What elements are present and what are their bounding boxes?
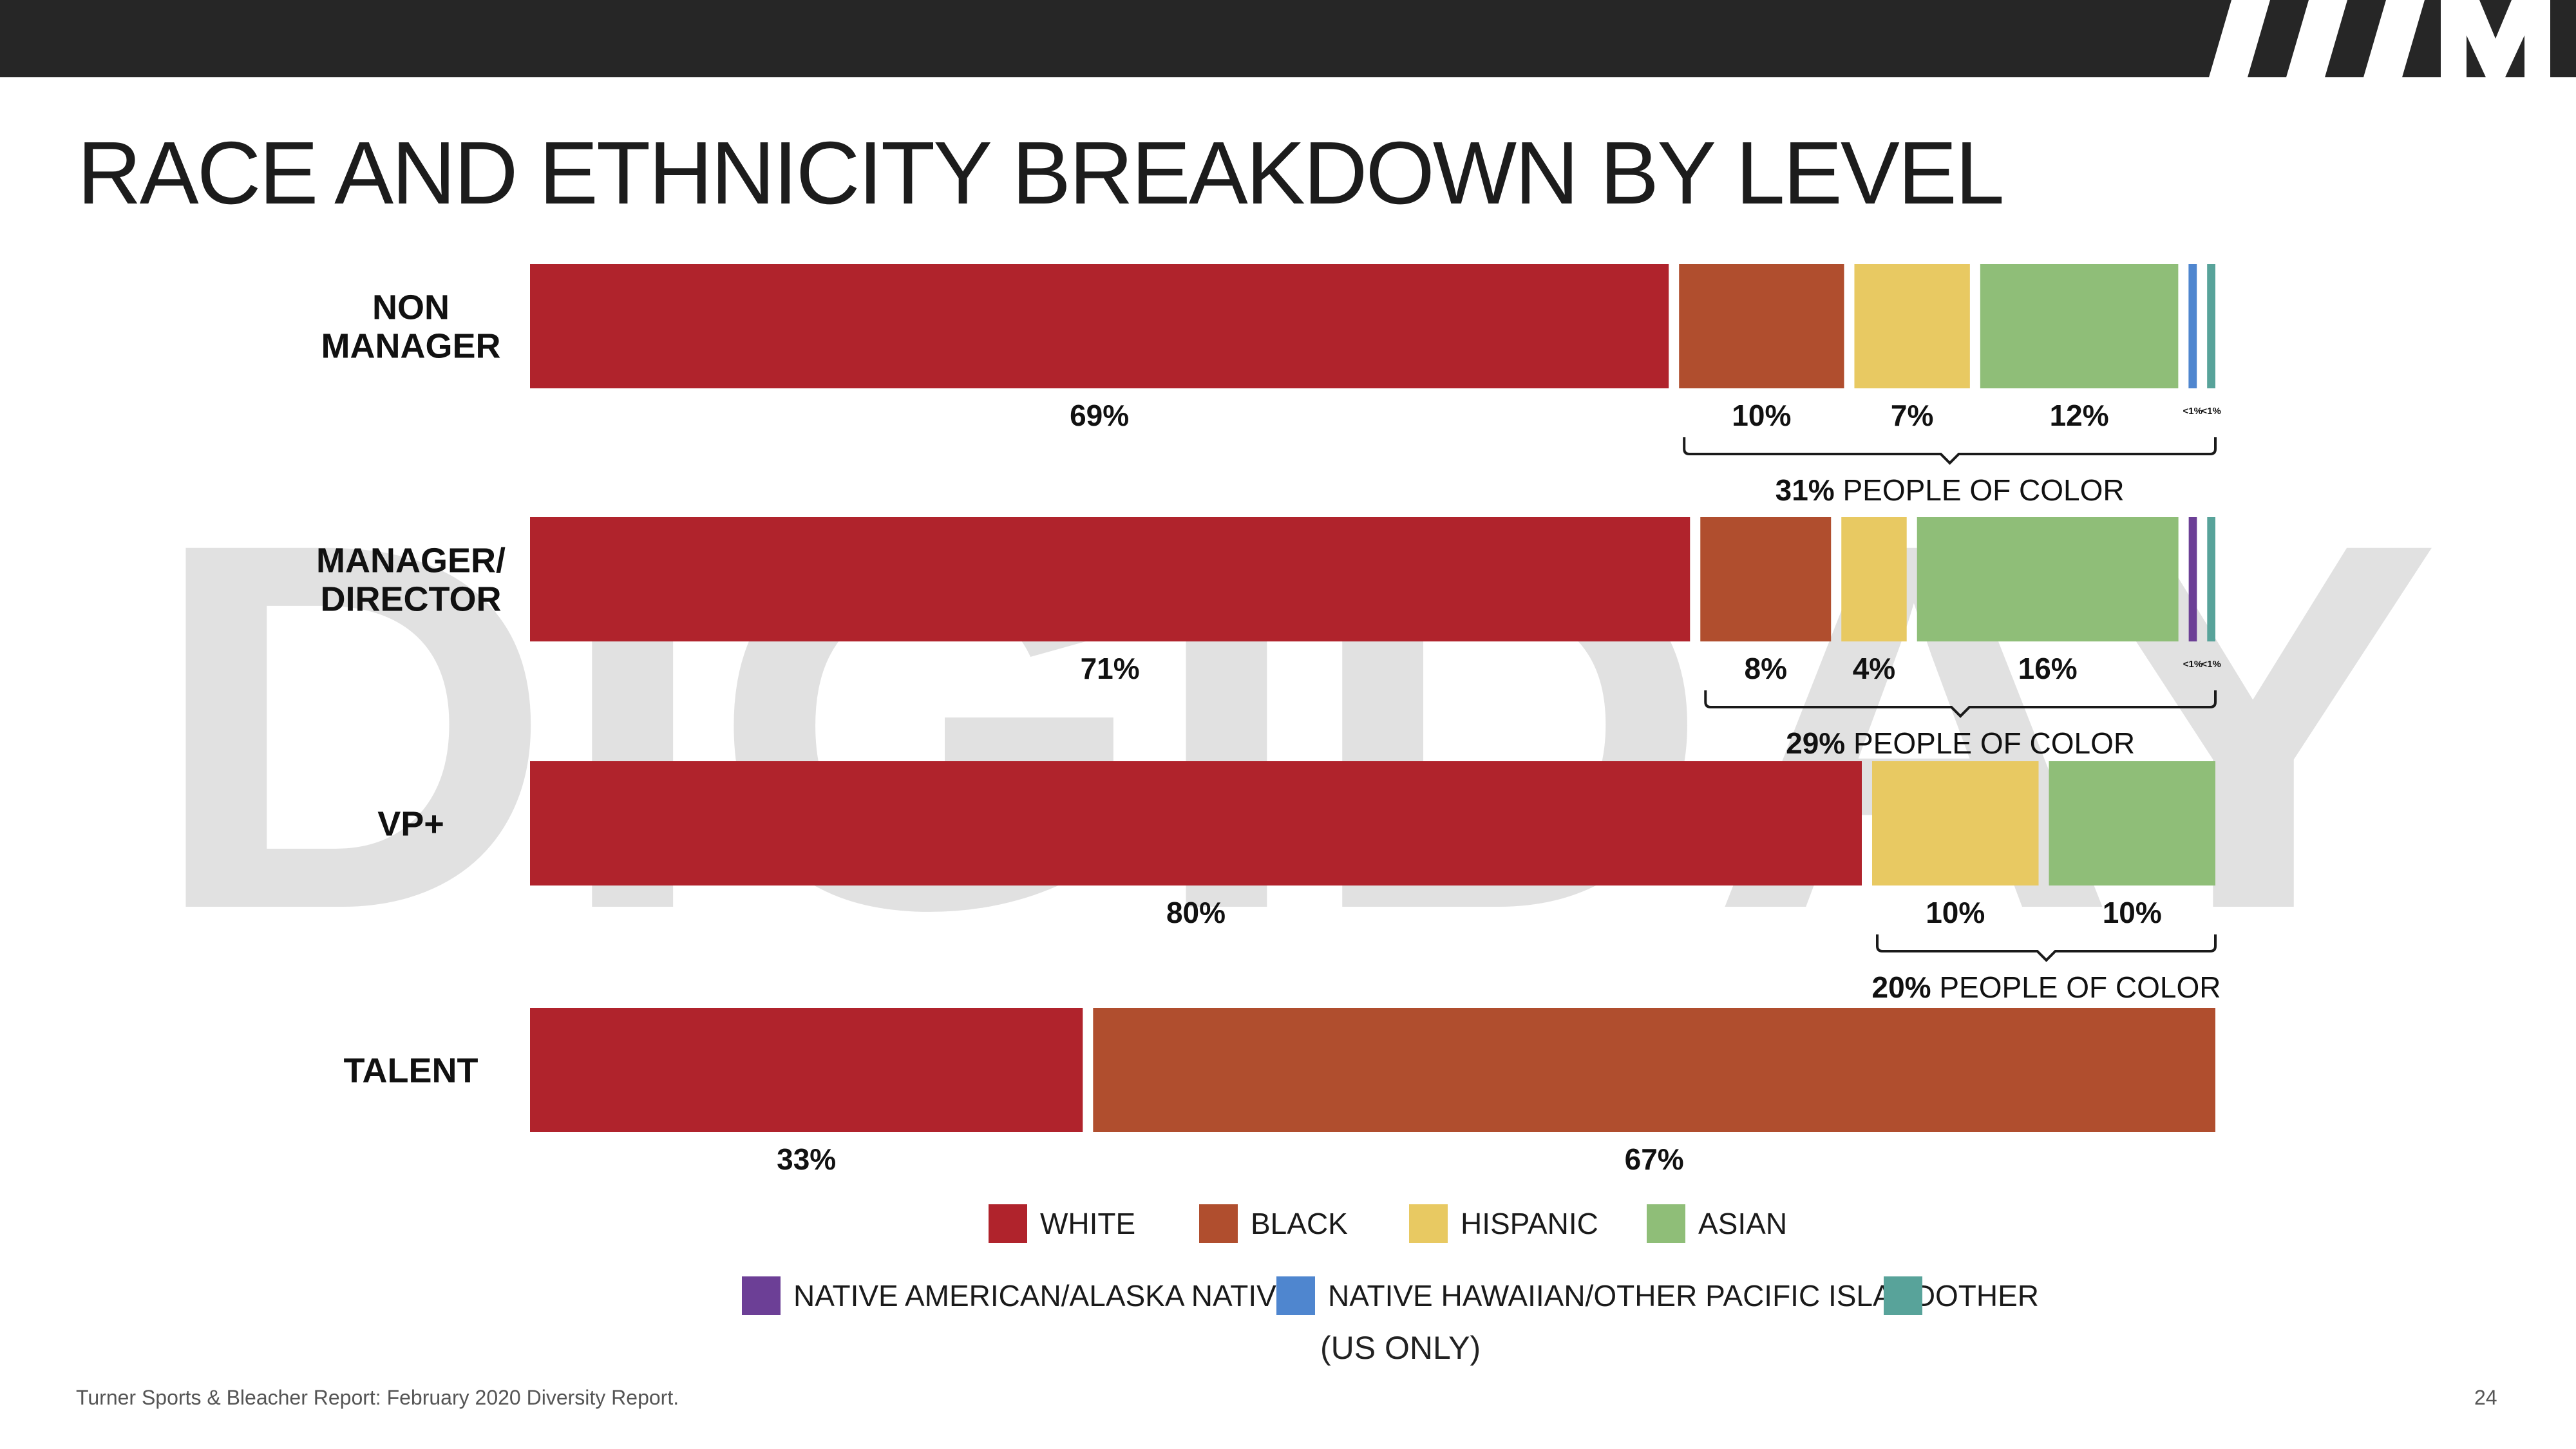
bar-non-manager-other [2207,264,2215,388]
poc-percent: 31% [1776,473,1843,507]
poc-text: PEOPLE OF COLOR [1853,726,2135,760]
legend-swatch-asian [1647,1204,1685,1243]
category-label-line: MANAGER [321,327,501,366]
legend-swatch-other [1884,1276,1922,1315]
bar-manager-director-black [1700,517,1832,641]
legend-label-black: BLACK [1251,1207,1348,1240]
bar-manager-director-asian [1917,517,2179,641]
category-label-line: NON [372,289,450,327]
legend-swatch-hispanic [1409,1204,1448,1243]
bar-non-manager-hispanic [1854,264,1970,388]
poc-brace-vp [1876,934,2217,962]
legend-item-native-hawaiian: NATIVE HAWAIIAN/OTHER PACIFIC ISLAND [1276,1276,1935,1315]
legend-item-white: WHITE [989,1204,1135,1243]
bar-vp-hispanic [1872,761,2039,886]
legend-swatch-native-hawaiian [1276,1276,1315,1315]
poc-percent: 29% [1786,726,1853,760]
poc-label-non-manager: 31% PEOPLE OF COLOR [1776,473,2125,507]
data-label-non-manager-asian: 12% [2050,399,2109,432]
category-label-vp: VP+ [377,805,444,844]
legend-item-hispanic: HISPANIC [1409,1204,1598,1243]
data-label-manager-director-white: 71% [1081,652,1140,685]
poc-percent: 20% [1872,971,1940,1004]
bar-vp-asian [2049,761,2215,886]
legend-item-other: OTHER [1884,1276,2039,1315]
legend-swatch-native-american [742,1276,781,1315]
data-label-manager-director-hispanic: 4% [1853,652,1895,685]
data-label-manager-director-asian: 16% [2018,652,2078,685]
legend-swatch-black [1199,1204,1238,1243]
legend-label-hispanic: HISPANIC [1461,1207,1598,1240]
legend-swatch-white [989,1204,1027,1243]
category-label-manager-director: MANAGER/DIRECTOR [316,542,506,619]
category-label-talent: TALENT [344,1052,478,1090]
bar-non-manager-asian [1980,264,2179,388]
poc-label-vp: 20% PEOPLE OF COLOR [1872,971,2221,1004]
data-label-manager-director-black: 8% [1745,652,1787,685]
data-label-vp-white: 80% [1166,896,1226,929]
footer-source: Turner Sports & Bleacher Report: Februar… [76,1386,679,1409]
bar-manager-director-hispanic [1841,517,1907,641]
data-label-manager-director-native-american: <1% [2183,659,2202,670]
poc-label-manager-director: 29% PEOPLE OF COLOR [1786,726,2135,760]
category-label-line: MANAGER/ [316,542,506,580]
bar-talent-white [530,1008,1083,1132]
brand-logo-icon [2209,0,2550,77]
legend-label-native-american: NATIVE AMERICAN/ALASKA NATIVE [793,1279,1296,1312]
category-label-non-manager: NON MANAGER [321,289,501,366]
bar-non-manager-black [1679,264,1844,388]
us-only-note: (US ONLY) [1320,1330,1481,1366]
data-label-talent-white: 33% [777,1142,836,1176]
data-label-non-manager-white: 69% [1070,399,1129,432]
bar-talent-black [1093,1008,2215,1132]
data-label-non-manager-hispanic: 7% [1891,399,1933,432]
category-label-line: TALENT [344,1052,478,1090]
data-label-vp-asian: 10% [2103,896,2162,929]
bar-vp-white [530,761,1862,886]
poc-brace-manager-director [1704,690,2217,718]
top-bar [0,0,2576,77]
poc-text: PEOPLE OF COLOR [1842,473,2124,507]
legend-label-asian: ASIAN [1698,1207,1788,1240]
category-label-line: VP+ [377,805,444,844]
poc-brace-non-manager [1683,437,2217,465]
legend-label-other: OTHER [1935,1279,2039,1312]
data-label-non-manager-black: 10% [1732,399,1791,432]
data-label-non-manager-native-hawaiian: <1% [2183,406,2202,417]
data-label-manager-director-other: <1% [2201,659,2221,670]
bar-non-manager-native-hawaiian [2188,264,2197,388]
bar-non-manager-white [530,264,1669,388]
data-label-talent-black: 67% [1625,1142,1684,1176]
legend-item-native-american: NATIVE AMERICAN/ALASKA NATIVE [742,1276,1296,1315]
bar-manager-director-native-american [2188,517,2197,641]
legend-label-native-hawaiian: NATIVE HAWAIIAN/OTHER PACIFIC ISLAND [1328,1279,1936,1312]
page-number: 24 [2474,1386,2497,1409]
data-label-vp-hispanic: 10% [1926,896,1985,929]
bar-manager-director-white [530,517,1690,641]
bar-manager-director-other [2207,517,2215,641]
legend-item-asian: ASIAN [1647,1204,1787,1243]
poc-text: PEOPLE OF COLOR [1939,971,2221,1004]
legend-label-white: WHITE [1040,1207,1136,1240]
legend-item-black: BLACK [1199,1204,1348,1243]
category-label-line: DIRECTOR [320,580,501,619]
data-label-non-manager-other: <1% [2201,406,2221,417]
page-title: RACE AND ETHNICITY BREAKDOWN BY LEVEL [77,124,2005,223]
